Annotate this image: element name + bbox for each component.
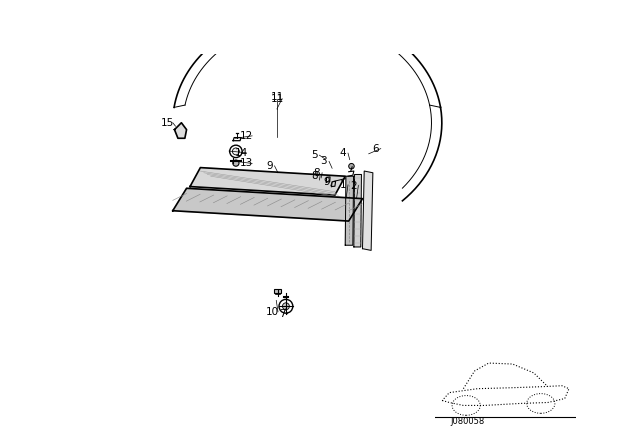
Circle shape <box>232 148 239 155</box>
Text: 5: 5 <box>311 150 317 160</box>
Circle shape <box>349 164 354 169</box>
Polygon shape <box>173 188 362 221</box>
Text: 1: 1 <box>340 180 346 190</box>
Text: 2: 2 <box>350 181 356 190</box>
Text: 14: 14 <box>234 148 248 158</box>
Text: 11: 11 <box>270 94 284 103</box>
Polygon shape <box>175 123 187 138</box>
Text: 12: 12 <box>240 131 253 141</box>
Polygon shape <box>354 174 362 247</box>
Polygon shape <box>345 176 353 245</box>
Bar <box>274 289 282 293</box>
Text: 6: 6 <box>372 144 379 154</box>
Circle shape <box>282 303 289 310</box>
Text: 10: 10 <box>266 307 280 317</box>
Polygon shape <box>362 171 373 250</box>
Text: J080058: J080058 <box>450 417 484 426</box>
Text: 15: 15 <box>161 118 174 128</box>
Text: 4: 4 <box>340 148 346 158</box>
Text: 3: 3 <box>321 156 327 166</box>
Text: 8: 8 <box>314 168 320 178</box>
Text: 11: 11 <box>270 92 284 102</box>
Text: 7: 7 <box>279 309 286 319</box>
Text: 9: 9 <box>266 161 273 171</box>
Text: 13: 13 <box>240 159 253 168</box>
Circle shape <box>233 160 239 166</box>
Text: 9: 9 <box>324 177 330 187</box>
Polygon shape <box>190 168 345 195</box>
Text: 8: 8 <box>312 171 318 181</box>
